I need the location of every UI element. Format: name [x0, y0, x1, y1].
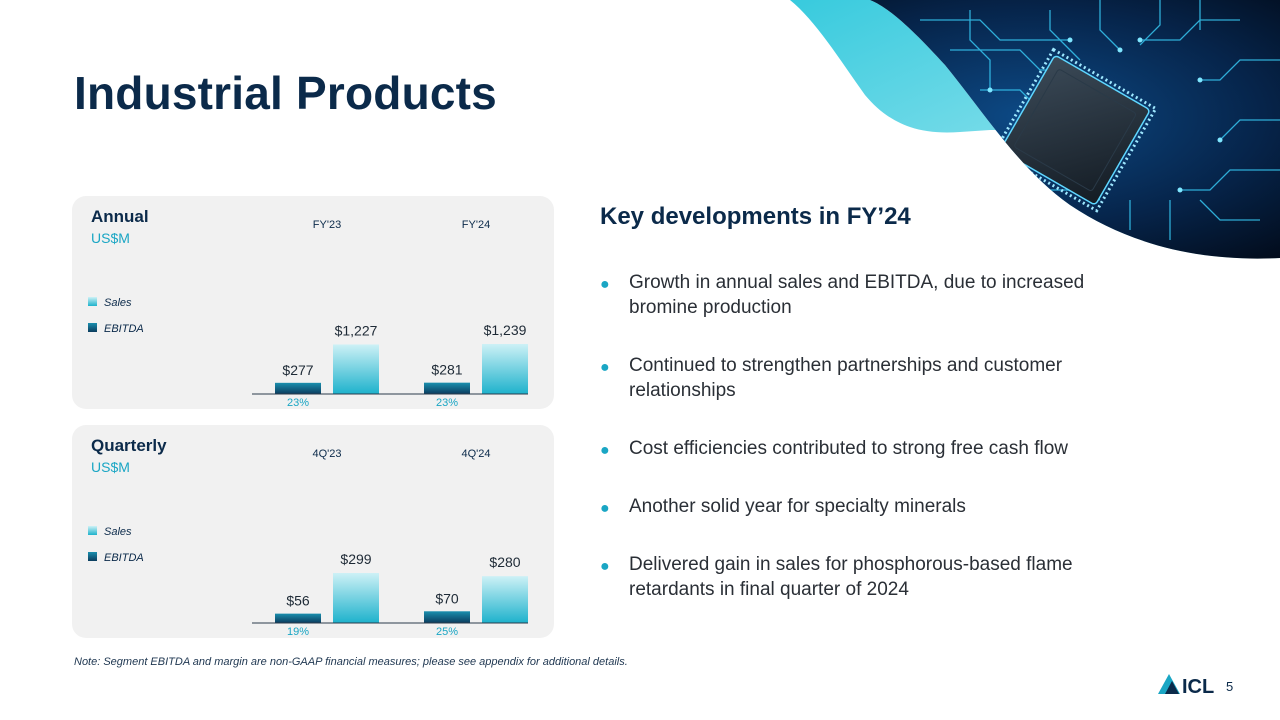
ebitda-margin-label: 19%	[287, 626, 309, 638]
key-developments-list: ● Growth in annual sales and EBITDA, due …	[600, 270, 1140, 635]
development-item: ● Cost efficiencies contributed to strong…	[600, 436, 1140, 461]
bullet-dot-icon: ●	[600, 500, 610, 517]
category-label: FY'24	[462, 219, 490, 231]
legend-swatch-sales	[88, 297, 97, 306]
ebitda-margin-label: 23%	[287, 397, 309, 409]
quarterly-chart-unit: US$M	[91, 459, 130, 475]
ebitda-data-label: $70	[435, 590, 459, 606]
logo-text: ICL	[1182, 676, 1214, 696]
ebitda-bar	[275, 382, 321, 394]
sales-bar	[482, 576, 528, 623]
development-item: ● Delivered gain in sales for phosphorous…	[600, 554, 1073, 600]
ebitda-data-label: $277	[282, 362, 313, 378]
legend-swatch-sales	[88, 526, 97, 535]
legend-label-sales: Sales	[104, 297, 132, 309]
quarterly-chart-title: Quarterly	[91, 436, 167, 455]
legend-label-sales: Sales	[104, 526, 132, 538]
ebitda-data-label: $281	[431, 362, 462, 378]
ebitda-data-label: $56	[286, 593, 310, 609]
ebitda-bar	[424, 382, 470, 394]
ebitda-bar	[424, 611, 470, 623]
annual-chart-title: Annual	[91, 207, 149, 226]
key-developments-title: Key developments in FY’24	[600, 203, 911, 230]
sales-data-label: $299	[340, 551, 371, 567]
legend-swatch-ebitda	[88, 552, 97, 561]
sales-bar	[333, 573, 379, 623]
development-item: ● Another solid year for specialty minera…	[600, 494, 1140, 519]
development-item: ● Continued to strengthen partnerships an…	[600, 355, 1063, 401]
bullet-dot-icon: ●	[600, 359, 610, 376]
icl-logo: ICL	[1158, 674, 1214, 696]
annual-chart-unit: US$M	[91, 230, 130, 246]
bullet-dot-icon: ●	[600, 442, 610, 459]
annual-chart-panel: Annual US$M FY'23 $277 $1,227 23% FY'24 $281 $…	[72, 196, 554, 409]
sales-data-label: $1,239	[484, 322, 527, 338]
footnote: Note: Segment EBITDA and margin are non-…	[74, 656, 628, 668]
sales-bar	[482, 344, 528, 394]
category-label: 4Q'24	[461, 448, 490, 460]
circuit-board-chip-image	[720, 0, 1280, 259]
page-number: 5	[1226, 679, 1234, 694]
ebitda-bar	[275, 613, 321, 623]
development-item: ● Growth in annual sales and EBITDA, due …	[600, 272, 1085, 318]
annual-bar-chart: FY'23 $277 $1,227 23% FY'24 $281 $1,239 23% Sale…	[88, 219, 528, 409]
sales-data-label: $280	[489, 554, 520, 570]
ebitda-margin-label: 23%	[436, 397, 458, 409]
category-label: FY'23	[313, 219, 341, 231]
quarterly-bar-chart: 4Q'23 $56 $299 19% 4Q'24 $70 $280 25% Sales EBITD…	[88, 448, 528, 638]
legend-swatch-ebitda	[88, 323, 97, 332]
sales-data-label: $1,227	[335, 322, 378, 338]
legend-label-ebitda: EBITDA	[104, 323, 144, 335]
sales-bar	[333, 344, 379, 394]
legend-label-ebitda: EBITDA	[104, 552, 144, 564]
ebitda-margin-label: 25%	[436, 626, 458, 638]
bullet-dot-icon: ●	[600, 558, 610, 575]
page-title: Industrial Products	[74, 67, 497, 119]
category-label: 4Q'23	[312, 448, 341, 460]
bullet-dot-icon: ●	[600, 276, 610, 293]
quarterly-chart-panel: Quarterly US$M 4Q'23 $56 $299 19% 4Q'24 $70 $2…	[72, 425, 554, 638]
